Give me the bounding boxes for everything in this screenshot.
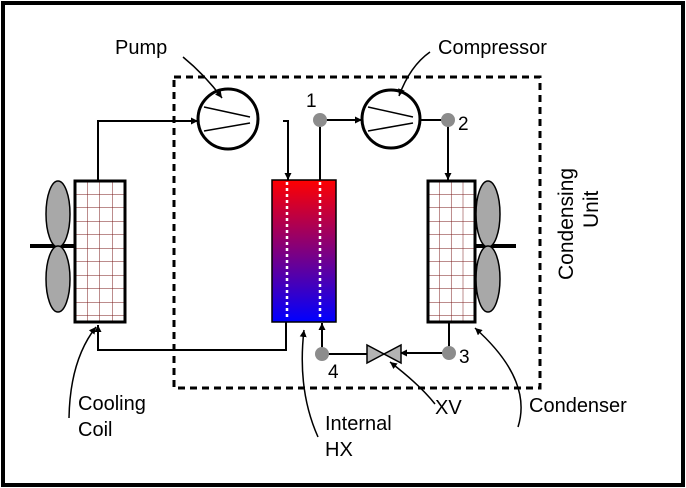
condenser-callout [474,327,522,428]
internal-hx [271,179,337,323]
xv-label: XV [435,397,462,419]
state-point-4-label: 4 [328,362,339,383]
pump-icon [196,87,260,151]
pump-callout [182,56,223,99]
condensing-unit-boundary [172,75,542,390]
pipe-pump-to-hx [283,120,292,180]
pipe-valve-to-hx [318,323,367,355]
pipe-compressor-to-condenser [418,119,452,180]
expansion-valve-icon [366,343,402,365]
pipe-hx-to-compressor [319,116,362,180]
internal-hx-label-line2: HX [325,439,353,461]
pipe-hx-to-coil [94,322,287,351]
pipe-coil-to-pump [97,117,198,181]
condensing-unit-label-line1: Condensing [555,168,578,280]
state-point-markers [313,113,456,361]
internal-hx-callout [299,329,319,438]
state-point-3-label: 3 [459,347,470,368]
state-point-1-label: 1 [306,91,317,112]
state-point-2-marker [441,113,455,127]
callout-lines [68,51,522,438]
internal-hx-label-line1: Internal [325,413,392,435]
compressor-callout [398,51,431,97]
condenser-label: Condenser [529,395,627,417]
compressor-label: Compressor [438,37,547,59]
state-point-3-marker [442,346,456,360]
cooling-coil [73,179,127,324]
state-point-1-marker [313,113,327,127]
xv-callout [389,361,436,405]
compressor-icon [360,88,422,150]
condenser-fan-icon [475,180,516,313]
cooling-coil-label-line1: Cooling [78,393,146,415]
cooling-coil-fan-icon [30,180,75,313]
condensing-unit-label-line2: Unit [580,190,603,228]
state-point-4-marker [315,347,329,361]
condenser-coil [426,179,477,324]
pump-label: Pump [115,37,167,59]
state-point-2-label: 2 [458,114,469,135]
cooling-coil-label-line2: Coil [78,419,112,441]
pipe-condenser-to-valve [400,322,450,357]
cooling-coil-callout [68,326,97,419]
